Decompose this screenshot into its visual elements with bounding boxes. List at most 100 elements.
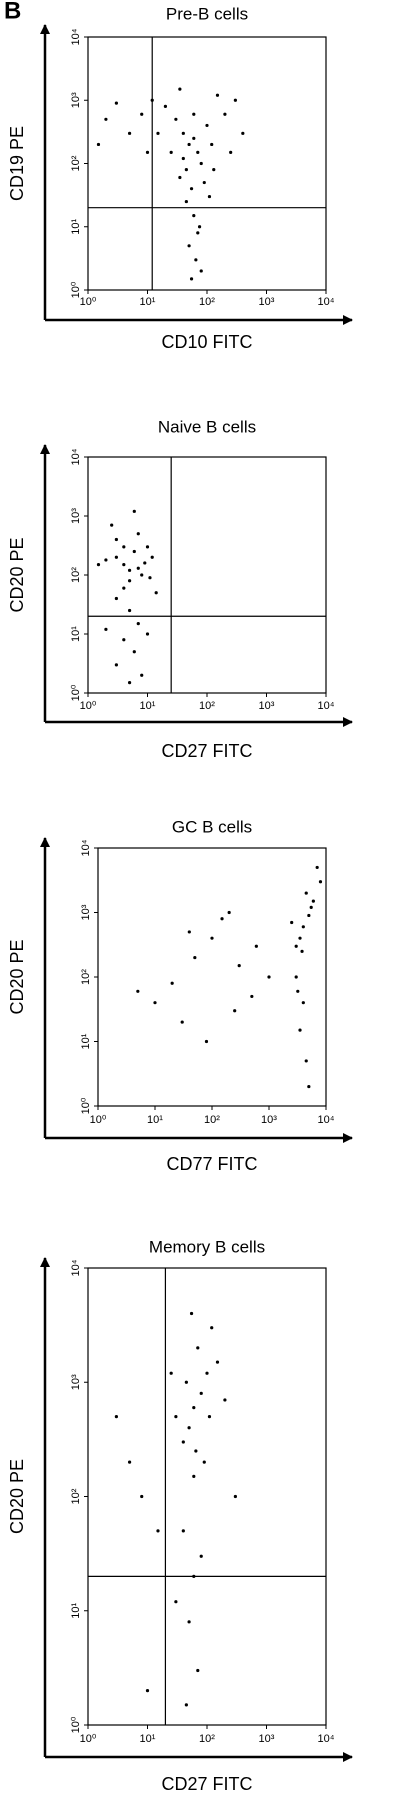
data-point [202,180,206,185]
data-point [199,161,203,166]
data-point [127,579,132,583]
data-point [178,87,182,91]
data-point [104,558,108,562]
y-tick-label: 10¹ [70,1602,82,1618]
data-point [145,1689,150,1693]
data-point [194,1449,198,1453]
plot-frame [87,1267,327,1726]
data-point [154,591,158,595]
x-tick-label: 10⁰ [80,700,97,712]
data-point [181,131,185,135]
data-point [205,1371,209,1375]
data-point [315,865,319,870]
plot-frame [97,847,327,1107]
data-point [212,168,216,172]
data-point [132,509,136,513]
data-point [127,1460,132,1464]
data-point [181,1440,185,1444]
data-point [132,650,136,654]
data-point [136,532,140,536]
y-axis-label: CD19 PE [7,126,27,201]
x-tick-label: 10⁴ [318,296,335,308]
data-point [122,586,126,590]
data-point [189,187,194,191]
data-point [136,989,140,993]
data-point [215,93,220,97]
x-tick-label: 10² [199,1733,215,1745]
data-point [197,225,202,229]
data-point [304,891,308,895]
x-tick-label: 10⁰ [90,1114,107,1126]
data-point [140,1494,144,1499]
data-point [169,150,173,154]
y-tick-label: 10¹ [70,218,82,234]
data-point [267,975,271,979]
x-axis-label: CD10 FITC [161,332,252,352]
data-point [187,244,191,248]
y-tick-label: 10⁴ [70,448,82,465]
data-point [163,104,168,108]
data-point [204,1039,209,1044]
data-point [122,563,126,567]
data-point [136,622,140,626]
data-point [199,269,203,273]
data-point [199,1554,203,1558]
x-tick-label: 10⁰ [80,1733,97,1745]
data-point [184,199,188,204]
y-tick-label: 10⁰ [70,281,82,298]
y-tick-label: 10² [70,567,82,583]
data-point [301,1001,305,1005]
data-point [311,899,315,903]
data-point [250,994,254,999]
data-point [140,112,144,116]
data-point [223,1398,227,1402]
data-point [189,1311,194,1316]
chart-title: Naive B cells [158,417,256,436]
data-point [233,1009,237,1013]
data-point [210,1326,214,1330]
data-point [187,930,191,934]
data-point [156,1529,160,1533]
data-point [174,1600,178,1604]
panel-label: B [4,0,21,24]
x-tick-label: 10⁴ [318,1733,335,1745]
data-point [150,555,154,559]
x-tick-label: 10³ [261,1114,277,1126]
data-point [114,1415,118,1419]
data-point [192,1474,196,1478]
data-point [169,1371,173,1375]
data-point [180,1020,184,1024]
data-point [127,608,132,613]
data-point [174,1415,178,1419]
y-axis-label: CD20 PE [7,1459,27,1534]
data-point [207,1415,212,1419]
x-tick-label: 10³ [259,1733,275,1745]
data-point [294,944,298,948]
data-point [192,1405,196,1410]
data-point [156,131,160,135]
data-point [184,1703,188,1707]
data-point [145,150,150,154]
chart-title: Memory B cells [149,1237,265,1256]
y-tick-label: 10³ [70,508,82,524]
data-point [187,142,191,147]
data-point [223,112,227,116]
y-tick-label: 10⁴ [70,28,82,45]
data-point [318,880,323,884]
data-point [193,955,197,960]
data-point [196,1346,200,1350]
data-point [202,1460,206,1464]
data-point [233,98,237,102]
y-axis-label: CD20 PE [7,939,27,1014]
data-point [114,596,118,601]
y-tick-label: 10² [70,155,82,171]
data-point [140,673,144,677]
data-point [136,566,140,570]
data-point [110,523,114,527]
data-point [307,913,311,918]
data-point [122,638,126,642]
chart-title: GC B cells [172,817,252,836]
y-tick-label: 10² [70,1488,82,1504]
